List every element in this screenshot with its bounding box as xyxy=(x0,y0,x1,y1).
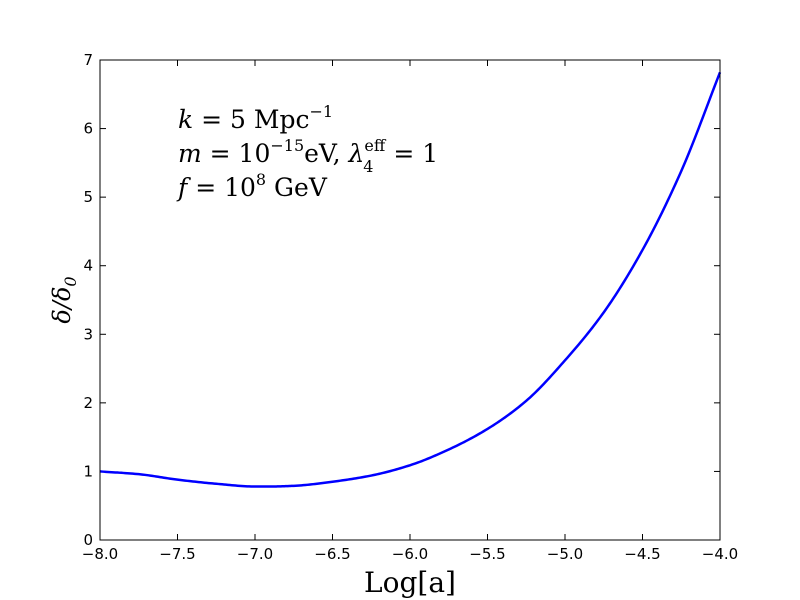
x-tick-label: −5.0 xyxy=(547,545,583,563)
x-tick-label: −7.5 xyxy=(159,545,195,563)
y-tick-label: 2 xyxy=(83,394,93,412)
annotation-line-1: k = 5 Mpc−1 xyxy=(178,102,333,134)
x-axis-label: Log[a] xyxy=(364,566,456,599)
y-tick-label: 3 xyxy=(83,325,93,343)
x-tick-label: −4.0 xyxy=(702,545,738,563)
annotation-block: k = 5 Mpc−1 m = 10−15eV, λeff 4 = 1 f = 1… xyxy=(176,102,438,202)
y-tick-label: 5 xyxy=(83,188,93,206)
x-tick-label: −7.0 xyxy=(237,545,273,563)
y-tick-label: 4 xyxy=(83,257,93,275)
series-line xyxy=(99,71,722,488)
x-tick-label: −6.5 xyxy=(314,545,350,563)
y-axis-label: δ/δ0 xyxy=(48,276,80,323)
y-tick-label: 0 xyxy=(83,531,93,549)
y-tick-label: 6 xyxy=(83,120,93,138)
x-tick-label: −6.0 xyxy=(392,545,428,563)
y-axis-label-sub: 0 xyxy=(61,276,80,286)
y-tick-label: 7 xyxy=(83,51,93,69)
y-tick-label: 1 xyxy=(83,462,93,480)
annotation-line-3: f = 108 GeV xyxy=(176,170,328,202)
tick-labels: −8.0 −7.5 −7.0 −6.5 −6.0 −5.5 −5.0 −4.5 −4.0 0 1 2 3… xyxy=(82,51,738,563)
x-tick-label: −4.5 xyxy=(624,545,660,563)
y-axis-label-main: δ/δ xyxy=(48,287,76,324)
plot-frame xyxy=(99,59,721,541)
x-tick-label: −8.0 xyxy=(82,545,118,563)
x-tick-label: −5.5 xyxy=(469,545,505,563)
annotation-line-2: m = 10−15eV, λeff 4 = 1 xyxy=(178,136,438,176)
plot-background xyxy=(100,60,720,540)
